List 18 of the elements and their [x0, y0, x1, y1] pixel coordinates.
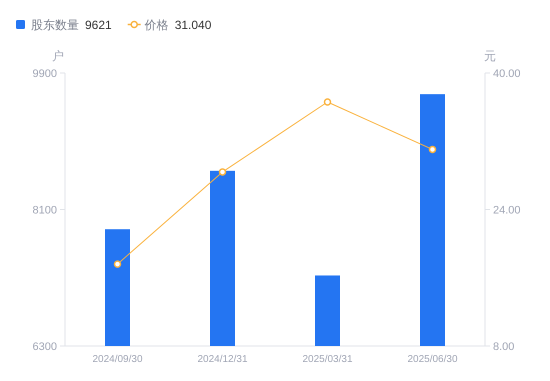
x-tick-label: 2024/09/30	[92, 354, 143, 365]
point	[324, 98, 332, 106]
y-tick-label: 8100	[32, 204, 57, 216]
y2-tick-label: 40.00	[493, 68, 521, 80]
legend-label: 价格	[144, 18, 169, 32]
y-axis-title: 户	[52, 49, 64, 63]
y2-axis-title: 元	[484, 49, 496, 63]
point	[218, 168, 226, 176]
y-tick-label: 9900	[32, 68, 57, 80]
y2-tick-label: 8.00	[493, 341, 514, 353]
legend-label: 股东数量	[31, 18, 79, 32]
point	[428, 146, 436, 154]
point	[114, 260, 122, 268]
x-tick-label: 2025/06/30	[407, 354, 458, 365]
y2-tick-label: 24.00	[493, 204, 521, 216]
y-tick-label: 6300	[32, 341, 57, 353]
x-tick-label: 2024/12/31	[197, 354, 248, 365]
x-tick-label: 2025/03/31	[302, 354, 353, 365]
